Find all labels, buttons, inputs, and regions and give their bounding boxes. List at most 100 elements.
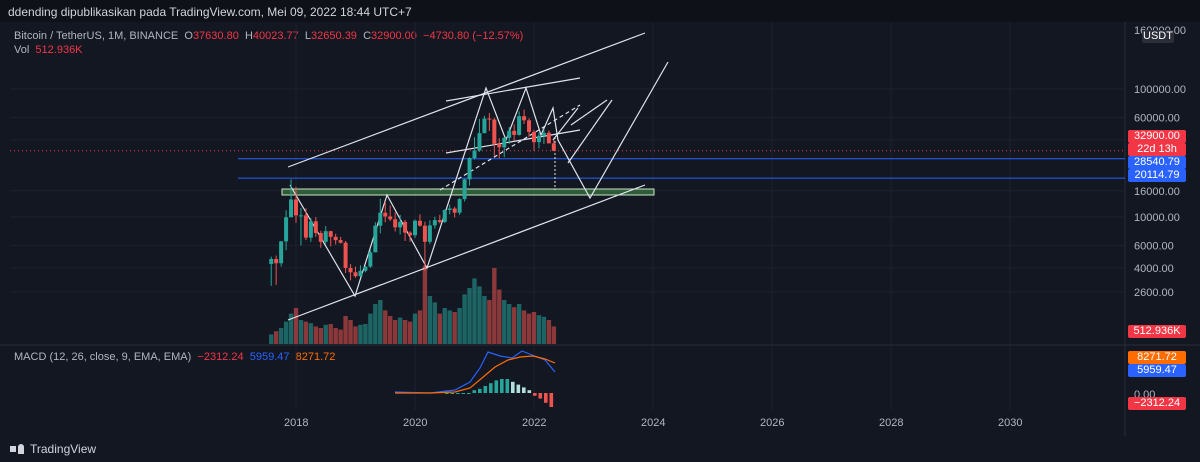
macd-pane: [394, 350, 556, 407]
macd-histogram-bar: [456, 393, 460, 394]
volume-bar: [343, 316, 348, 344]
dashed-trend: [439, 104, 581, 191]
candle-body: [323, 231, 328, 242]
volume-bar: [333, 328, 338, 344]
volume-bar: [303, 321, 309, 344]
candle-body: [517, 116, 522, 135]
currency-badge[interactable]: USDT: [1142, 30, 1174, 43]
x-tick-label: 2030: [998, 417, 1022, 429]
volume-bar: [477, 286, 482, 344]
candle-body: [536, 135, 541, 143]
candle-body: [408, 232, 413, 236]
volume-bar: [407, 321, 413, 344]
candle-body: [383, 212, 388, 217]
publish-text: ddending dipublikasikan pada TradingView…: [8, 5, 412, 19]
macd-signal-value: 8271.72: [295, 351, 336, 363]
macd-label[interactable]: MACD (12, 26, close, 9, EMA, EMA): [14, 351, 192, 363]
candle-body: [512, 130, 517, 135]
volume-bar: [368, 313, 373, 344]
candle-body: [442, 209, 447, 222]
volume-bar: [487, 300, 492, 344]
macd-histogram-bar: [549, 393, 554, 407]
volume-bar: [313, 326, 319, 344]
candle-body: [274, 258, 279, 264]
macd-histogram-bar: [494, 380, 499, 393]
volume-bar: [373, 304, 378, 344]
macd-histogram-bar: [516, 384, 521, 393]
candle-body: [417, 220, 422, 226]
candle-body: [462, 179, 467, 200]
x-tick-label: 2022: [522, 417, 546, 429]
volume-bar: [328, 324, 333, 344]
signal-line: [395, 355, 556, 394]
volume-bar: [452, 312, 457, 344]
channel-lower-line: [287, 184, 646, 321]
macd-histogram-bar: [527, 390, 532, 393]
candle-body: [427, 225, 432, 242]
volume-bar: [308, 323, 314, 344]
macd-histogram-bar: [505, 379, 510, 393]
low-label: L: [304, 30, 312, 42]
volume-label[interactable]: Vol: [14, 44, 30, 56]
volume-bar: [378, 300, 383, 344]
candle-body: [492, 119, 497, 144]
candle-body: [502, 137, 507, 148]
countdown-tag: 22d 13h: [1128, 143, 1186, 156]
volume-bars: [269, 265, 557, 344]
x-tick-label: 2018: [284, 417, 308, 429]
volume-bar: [432, 302, 438, 344]
y-tick-label: 10000.00: [1134, 212, 1180, 224]
candle-body: [308, 221, 313, 238]
symbol-name[interactable]: Bitcoin / TetherUS, 1M, BINANCE: [14, 30, 179, 42]
volume-bar: [492, 268, 497, 344]
candle-body: [413, 220, 417, 236]
volume-bar: [417, 310, 423, 344]
volume-bar: [442, 308, 447, 344]
volume-bar: [278, 328, 284, 344]
macd-histogram-bar: [489, 383, 493, 393]
candle-body: [482, 118, 487, 134]
volume-bar: [502, 300, 507, 344]
candle-body: [403, 221, 408, 233]
volume-bar: [536, 315, 542, 344]
candle-body: [333, 236, 338, 241]
drawings: [10, 32, 1125, 321]
volume-bar: [388, 316, 393, 344]
macd-hist-tag: −2312.24: [1128, 397, 1186, 410]
volume-bar: [467, 288, 472, 344]
macd-histogram-bar: [472, 390, 477, 393]
volume-value: 512.936K: [35, 44, 83, 56]
volume-bar: [392, 320, 398, 344]
volume-bar: [531, 312, 537, 344]
y-tick-label: 2600.00: [1134, 287, 1174, 299]
candle-body: [328, 231, 333, 237]
candle-body: [368, 252, 373, 267]
x-tick-label: 2028: [879, 417, 903, 429]
candle-body: [472, 150, 477, 159]
candle-body: [522, 116, 527, 121]
macd-histogram-bar: [478, 388, 482, 393]
candle-body: [378, 212, 383, 226]
volume-bar: [521, 310, 527, 344]
volume-bar: [511, 307, 517, 344]
candle-body: [477, 133, 482, 151]
volume-legend: Vol 512.936K: [14, 44, 83, 56]
demand-zone: [281, 188, 655, 196]
candle-body: [298, 215, 303, 217]
tradingview-logo-icon: [10, 444, 24, 454]
macd-line-value: 5959.47: [249, 351, 290, 363]
volume-bar: [383, 310, 388, 344]
tradingview-brand[interactable]: TradingView: [10, 442, 96, 456]
open-value: 37630.80: [192, 30, 239, 42]
candle-body: [348, 267, 353, 273]
volume-bar: [269, 334, 274, 344]
candle-body: [289, 199, 294, 218]
candle-body: [457, 199, 462, 213]
volume-bar: [437, 313, 442, 344]
macd-hist-value: −2312.24: [197, 351, 244, 363]
volume-bar: [526, 313, 532, 344]
volume-bar: [283, 321, 289, 344]
arrow-1: [552, 107, 579, 141]
volume-bar: [318, 328, 323, 344]
